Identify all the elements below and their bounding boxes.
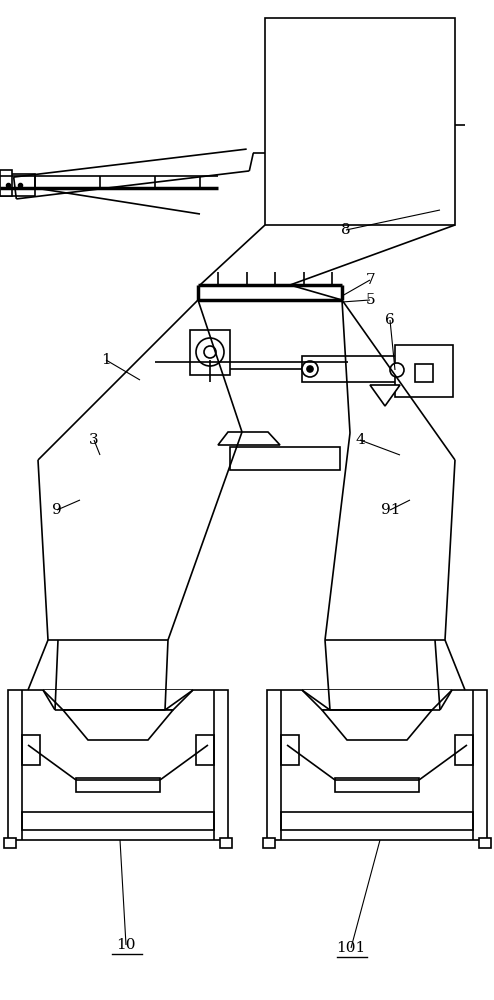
Bar — [230, 447, 340, 470]
Bar — [281, 812, 473, 830]
Bar — [267, 690, 487, 840]
Circle shape — [196, 338, 224, 366]
Bar — [190, 330, 230, 375]
Bar — [0, 170, 12, 196]
Circle shape — [204, 346, 216, 358]
Bar — [302, 356, 397, 382]
Bar — [281, 735, 299, 765]
Circle shape — [307, 366, 313, 372]
Bar — [0, 174, 35, 196]
Polygon shape — [322, 710, 432, 740]
Text: 8: 8 — [341, 223, 351, 237]
Polygon shape — [63, 710, 173, 740]
Text: 4: 4 — [356, 433, 366, 447]
Text: 7: 7 — [366, 273, 375, 287]
Bar — [395, 345, 453, 397]
Text: 1: 1 — [101, 353, 111, 367]
Text: 10: 10 — [116, 938, 136, 952]
Polygon shape — [370, 385, 400, 406]
Bar — [265, 18, 455, 225]
Bar — [263, 838, 275, 848]
Text: 5: 5 — [366, 293, 375, 307]
Bar — [22, 735, 40, 765]
Circle shape — [302, 361, 318, 377]
Bar — [4, 838, 16, 848]
Text: 6: 6 — [385, 313, 395, 327]
Polygon shape — [302, 690, 452, 710]
Text: 3: 3 — [89, 433, 99, 447]
Text: 91: 91 — [380, 503, 400, 517]
Bar — [335, 778, 419, 792]
Bar — [415, 364, 433, 382]
Bar — [479, 838, 491, 848]
Bar — [8, 690, 228, 840]
Polygon shape — [43, 690, 193, 710]
Polygon shape — [218, 432, 280, 445]
Bar — [76, 778, 160, 792]
Bar — [22, 812, 214, 830]
Text: 9: 9 — [52, 503, 62, 517]
Text: 101: 101 — [336, 941, 366, 955]
Bar — [196, 735, 214, 765]
Circle shape — [390, 363, 404, 377]
Bar — [220, 838, 232, 848]
Bar — [455, 735, 473, 765]
